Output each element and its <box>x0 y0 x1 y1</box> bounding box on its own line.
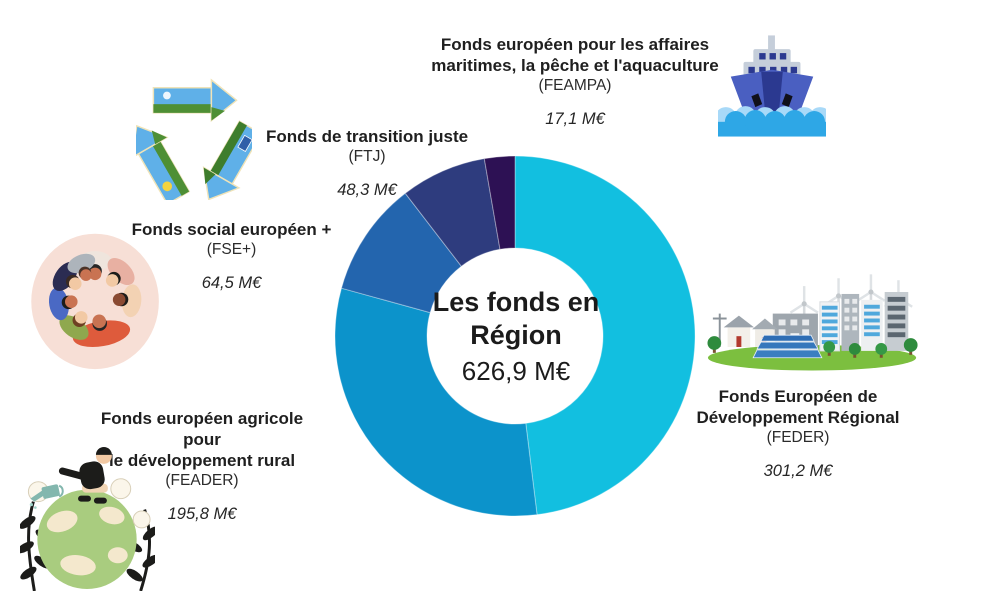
feader-title-line2: le développement rural <box>108 451 296 470</box>
ftj-label-block: Fonds de transition juste (FTJ) 48,3 M€ <box>262 126 472 200</box>
donut-total-amount: 626,9 M€ <box>461 356 571 386</box>
feder-acronym: (FEDER) <box>766 429 830 446</box>
ftj-title: Fonds de transition juste <box>265 127 469 146</box>
feder-title-line2: Développement Régional <box>696 408 900 427</box>
ftj-amount: 48,3 M€ <box>337 181 397 199</box>
donut-segment-FEAMPA <box>483 155 516 250</box>
donut-segment-FEDER <box>514 155 696 516</box>
ftj-acronym: (FTJ) <box>348 148 386 165</box>
buildings <box>772 292 909 352</box>
feampa-title-line2: maritimes, la pêche et l'aquaculture <box>431 56 719 75</box>
donut-chart-svg <box>334 155 696 517</box>
recycling-landscape-icon <box>136 78 252 200</box>
feader-amount: 195,8 M€ <box>167 505 237 523</box>
fse-acronym: (FSE+) <box>206 241 257 258</box>
feader-acronym: (FEADER) <box>165 472 239 489</box>
feader-title-line1: Fonds européen agricole pour <box>100 409 304 449</box>
hug-people-ring <box>48 251 142 348</box>
globe-continents <box>46 506 128 576</box>
trees <box>707 336 918 358</box>
donut-center-label: Les fonds en Région 626,9 M€ <box>386 286 646 388</box>
donut-segment-FSE+ <box>340 192 463 314</box>
donut-title-line1: Les fonds en <box>432 287 600 317</box>
feampa-title-line1: Fonds européen pour les affaires <box>440 35 710 54</box>
recycle-arm-top <box>152 78 238 123</box>
solar-panels <box>752 334 823 359</box>
donut-title-line2: Région <box>470 320 562 350</box>
donut-segment-FEADER <box>334 287 538 517</box>
eco-city-icon <box>707 274 918 371</box>
fse-amount: 64,5 M€ <box>201 274 262 292</box>
watering-can <box>29 484 64 509</box>
recycle-arm-left <box>136 124 191 200</box>
fse-title: Fonds social européen + <box>131 220 332 239</box>
ship-icon <box>718 35 826 137</box>
waves <box>718 106 826 137</box>
feampa-amount: 17,1 M€ <box>545 110 605 128</box>
fse-label-block: Fonds social européen + (FSE+) 64,5 M€ <box>128 219 335 293</box>
feder-title-line1: Fonds Européen de <box>718 387 878 406</box>
gardener-person <box>29 446 112 509</box>
recycle-arm-right <box>202 120 252 200</box>
feader-label-block: Fonds européen agricole pour le développ… <box>88 408 316 524</box>
feder-amount: 301,2 M€ <box>763 462 833 480</box>
feampa-label-block: Fonds européen pour les affaires maritim… <box>425 34 725 129</box>
globe-gardener-icon <box>20 446 155 591</box>
group-hug-icon <box>31 233 159 370</box>
feder-label-block: Fonds Européen de Développement Régional… <box>692 386 904 481</box>
feampa-acronym: (FEAMPA) <box>538 77 612 94</box>
